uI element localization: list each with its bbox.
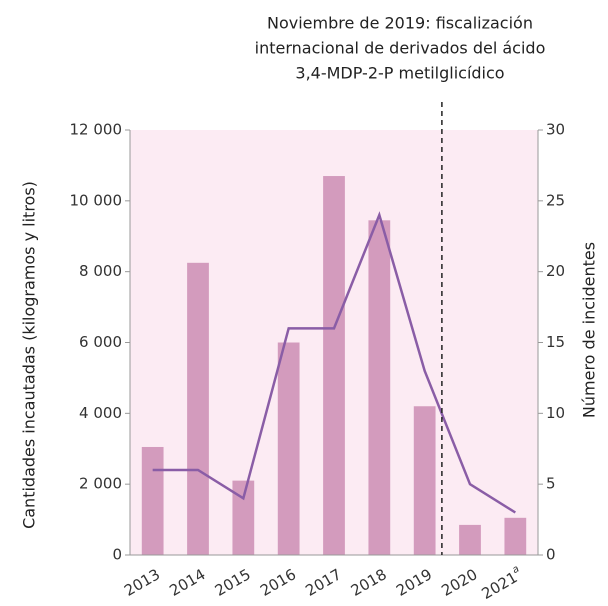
category: 2017 bbox=[302, 565, 344, 600]
y2-tick-label: 20 bbox=[546, 262, 565, 280]
category-note: a bbox=[511, 563, 522, 576]
annotation: 3,4-MDP-2-P metilglicídico bbox=[295, 64, 504, 83]
x-tick-label: 2017 bbox=[302, 565, 344, 600]
x-tick-label: 2021a bbox=[477, 563, 525, 602]
bar bbox=[413, 406, 436, 555]
x-tick-label: 2013 bbox=[121, 565, 163, 600]
y-tick-label: 10 000 bbox=[70, 191, 123, 209]
bar bbox=[141, 446, 164, 555]
category: 2014 bbox=[166, 565, 208, 600]
bar bbox=[187, 262, 209, 555]
category: 2015 bbox=[212, 565, 254, 600]
x-tick-label: 2014 bbox=[166, 565, 208, 600]
y-axis-title: Cantidades incautadas (kilogramos y litr… bbox=[20, 181, 39, 529]
y-tick-label: 2 000 bbox=[79, 475, 122, 493]
y2-tick-label: 0 bbox=[546, 546, 556, 564]
bar bbox=[323, 176, 345, 555]
x-tick-label: 2019 bbox=[393, 565, 435, 600]
y2-tick-label: 30 bbox=[546, 121, 565, 139]
category: 2019 bbox=[393, 565, 435, 600]
y-tick-label: 12 000 bbox=[70, 121, 123, 139]
y-tick-label: 0 bbox=[112, 546, 122, 564]
x-tick-label: 2018 bbox=[348, 565, 390, 600]
category: 2016 bbox=[257, 565, 299, 600]
bar bbox=[277, 342, 300, 555]
annotation: internacional de derivados del ácido bbox=[255, 39, 546, 58]
y-tick-label: 8 000 bbox=[79, 262, 122, 280]
bar bbox=[368, 220, 391, 555]
y2-tick-label: 25 bbox=[546, 191, 565, 209]
category: 2020 bbox=[438, 565, 480, 600]
bar bbox=[504, 517, 527, 555]
y-tick-label: 6 000 bbox=[79, 333, 122, 351]
y-tick-label: 4 000 bbox=[79, 404, 122, 422]
y2-axis-title: Número de incidentes bbox=[580, 242, 599, 418]
bar bbox=[232, 480, 255, 555]
y2-tick-label: 5 bbox=[546, 475, 556, 493]
incidents-line bbox=[152, 211, 516, 514]
bar bbox=[459, 524, 481, 555]
x-tick-label: 2020 bbox=[438, 565, 480, 600]
category: 2018 bbox=[348, 565, 390, 600]
x-tick-label: 2016 bbox=[257, 565, 299, 600]
category: 2013 bbox=[121, 565, 163, 600]
annotation: Noviembre de 2019: fiscalización bbox=[267, 14, 533, 33]
x-tick-label: 2015 bbox=[212, 565, 254, 600]
y2-tick-label: 10 bbox=[546, 404, 565, 422]
y2-tick-label: 15 bbox=[546, 333, 565, 351]
